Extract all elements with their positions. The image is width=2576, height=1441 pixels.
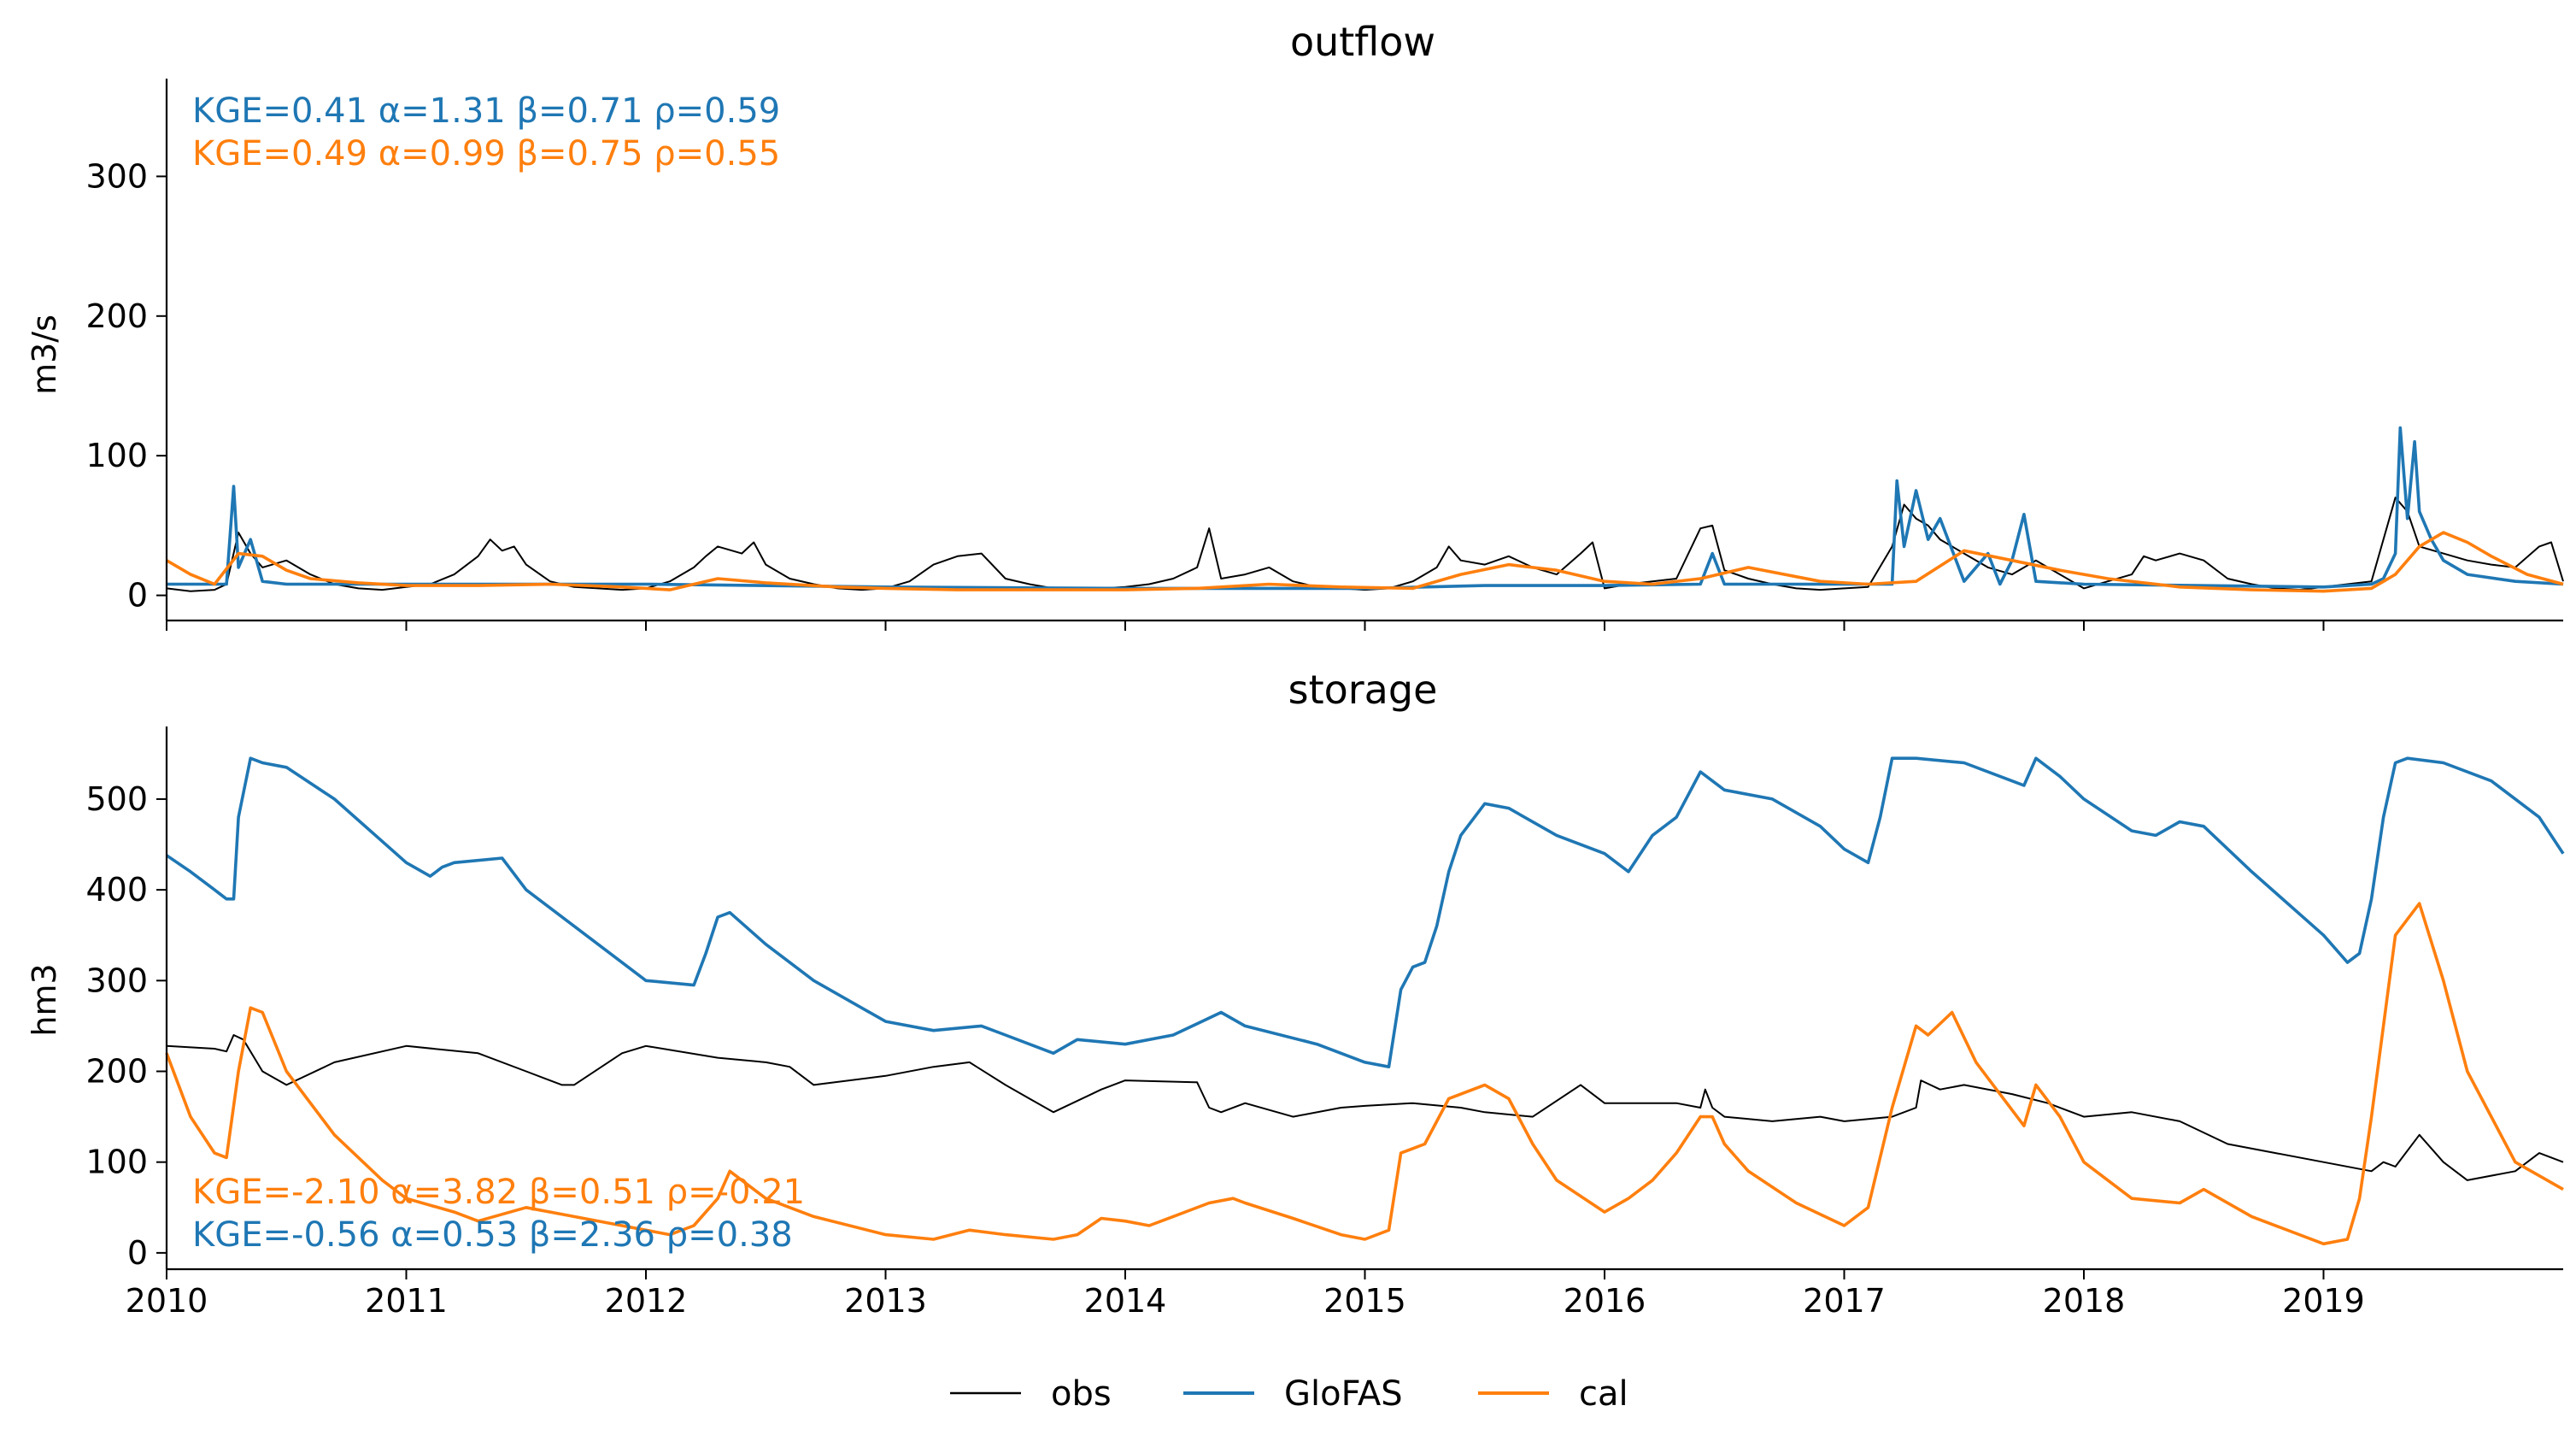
outflow-panel: outflow m3/s 0 100 200 300 KGE=0.41 α=1.31 … [26,19,2564,631]
x-tick-label: 2018 [2043,1282,2126,1320]
y-tick-label: 300 [85,962,148,999]
legend-entry-glofas: GloFAS [1183,1374,1403,1414]
outflow-series [166,426,2564,593]
storage-series-obs [166,1034,2564,1181]
x-tick-label: 2019 [2282,1282,2365,1320]
legend-label-cal: cal [1579,1374,1628,1414]
y-tick-label: 100 [85,437,148,474]
x-tick-label: 2010 [126,1282,208,1320]
outflow-series-cal [166,531,2564,593]
legend-entry-obs: obs [950,1374,1112,1414]
storage-series-cal [165,902,2564,1246]
outflow-metric-glofas: KGE=0.41 α=1.31 β=0.71 ρ=0.59 [192,91,780,131]
x-tick-label: 2011 [365,1282,448,1320]
outflow-axes: 0 100 200 300 [85,79,2563,631]
x-tick-label: 2015 [1323,1282,1406,1320]
storage-panel: storage hm3 0 100 200 300 400 500 2010 2011 2012… [26,667,2565,1320]
legend-label-obs: obs [1051,1374,1112,1414]
storage-title: storage [1288,667,1438,713]
y-tick-label: 0 [127,1234,148,1272]
storage-series-glofas [165,756,2565,1068]
storage-series [165,756,2565,1246]
y-tick-label: 400 [85,871,148,909]
y-tick-label: 0 [127,577,148,615]
legend-entry-cal: cal [1478,1374,1628,1414]
outflow-series-obs [166,497,2564,592]
y-tick-label: 200 [85,1053,148,1091]
y-tick-label: 500 [85,780,148,818]
outflow-series-glofas [167,426,2564,591]
storage-metric-cal: KGE=-2.10 α=3.82 β=0.51 ρ=-0.21 [192,1173,805,1212]
legend-label-glofas: GloFAS [1284,1374,1403,1414]
x-tick-label: 2017 [1803,1282,1886,1320]
legend: obs GloFAS cal [950,1374,1628,1414]
outflow-title: outflow [1290,19,1435,65]
x-tick-label: 2016 [1564,1282,1646,1320]
y-tick-label: 300 [85,157,148,195]
storage-ylabel: hm3 [26,963,63,1036]
storage-metrics: KGE=-2.10 α=3.82 β=0.51 ρ=-0.21 KGE=-0.5… [192,1173,805,1255]
x-tick-label: 2012 [605,1282,688,1320]
x-tick-label: 2014 [1084,1282,1167,1320]
outflow-ylabel: m3/s [26,315,63,395]
storage-axes: 0 100 200 300 400 500 2010 2011 2012 2013 2014 2015… [85,726,2563,1320]
storage-metric-glofas: KGE=-0.56 α=0.53 β=2.36 ρ=0.38 [192,1215,793,1255]
outflow-metric-cal: KGE=0.49 α=0.99 β=0.75 ρ=0.55 [192,134,780,174]
y-tick-label: 200 [85,297,148,335]
x-tick-label: 2013 [844,1282,927,1320]
y-tick-label: 100 [85,1144,148,1181]
outflow-metrics: KGE=0.41 α=1.31 β=0.71 ρ=0.59 KGE=0.49 α… [192,91,780,174]
